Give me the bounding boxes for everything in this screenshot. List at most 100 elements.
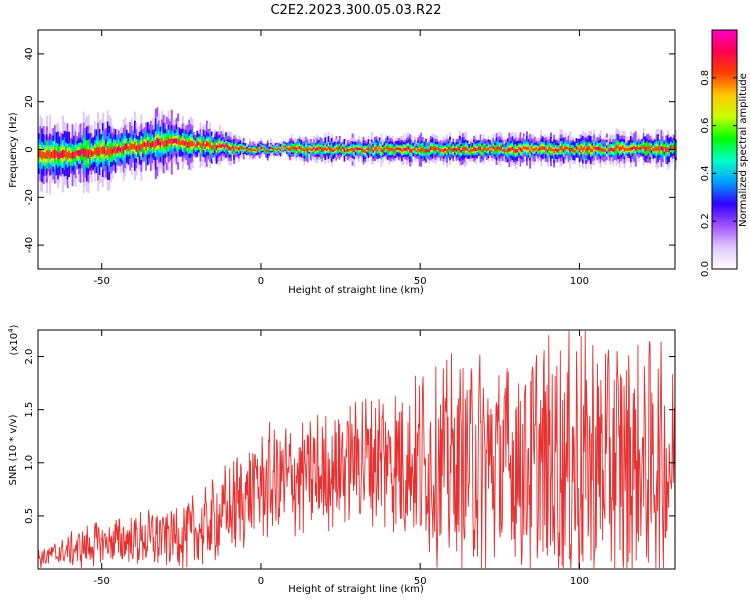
spectrogram-cell bbox=[183, 141, 186, 146]
spectrogram-cell bbox=[145, 142, 148, 151]
spectrogram-cell bbox=[550, 147, 552, 152]
spectrogram-cell bbox=[226, 144, 229, 149]
spectrogram-cell bbox=[446, 149, 448, 153]
spectrogram-cell bbox=[44, 152, 47, 159]
spectrogram-cell bbox=[519, 147, 522, 152]
spectrogram-cell bbox=[57, 151, 60, 160]
spectrogram-cell bbox=[646, 146, 648, 151]
spectrogram-cell bbox=[458, 146, 461, 151]
spectrogram-cell bbox=[230, 147, 232, 151]
spectrogram-cell bbox=[63, 150, 66, 158]
spectrogram-cell bbox=[287, 147, 290, 151]
snr-x-tick-label: 100 bbox=[570, 576, 589, 587]
spectrogram-cell bbox=[484, 146, 487, 150]
spectrogram-cell bbox=[658, 148, 661, 152]
spectrogram-cell bbox=[177, 138, 180, 145]
spectrogram-cell bbox=[489, 146, 492, 149]
spectrogram-cell bbox=[577, 146, 580, 150]
spectrogram-cell bbox=[201, 144, 204, 149]
spectrogram-cell bbox=[146, 140, 149, 148]
spectrogram-cell bbox=[450, 149, 453, 152]
spectrogram-cell bbox=[441, 149, 444, 152]
spectrogram-cell bbox=[662, 147, 664, 152]
spectrogram-cell bbox=[322, 148, 325, 151]
spectrogram-ticks: -50 0 50 100 -40 -20 0 20 40 bbox=[24, 30, 675, 287]
spectrogram-cell bbox=[377, 148, 380, 152]
spectrogram-cell bbox=[623, 147, 626, 152]
spectrogram-cell bbox=[582, 147, 584, 152]
spectrogram-cell bbox=[273, 149, 276, 152]
spectrogram-cell bbox=[244, 147, 247, 150]
spectrogram-cell bbox=[452, 148, 455, 152]
spectrogram-cell bbox=[538, 147, 541, 151]
spectrogram-cell bbox=[404, 147, 407, 151]
spectrogram-cell bbox=[650, 145, 653, 149]
spectrogram-cell bbox=[182, 139, 184, 146]
spectrogram-cell bbox=[215, 145, 218, 151]
spectrogram-cell bbox=[250, 149, 253, 152]
spectrogram-cell bbox=[630, 147, 632, 152]
spectrogram-cell bbox=[228, 146, 231, 151]
spectrogram-cell bbox=[254, 149, 256, 152]
spectrogram-cell bbox=[578, 148, 581, 153]
spectrogram-cell bbox=[207, 141, 210, 147]
spectrogram-cell bbox=[566, 146, 568, 150]
colorbar-label: Normalized spectral amplitude bbox=[738, 73, 749, 227]
spectrogram-cell bbox=[388, 147, 391, 152]
snr-y-multiplier: (x104) bbox=[7, 324, 20, 355]
spectrogram-cell bbox=[506, 148, 509, 153]
spectrogram-cell bbox=[321, 148, 324, 152]
spectrogram-cell bbox=[537, 148, 540, 152]
spectrogram-cell bbox=[482, 147, 485, 152]
spectrogram-cell bbox=[340, 148, 343, 151]
spectrogram-cell bbox=[127, 146, 130, 152]
spectrogram-cell bbox=[358, 147, 360, 151]
spectrogram-cell bbox=[362, 149, 365, 153]
spectrogram-cell bbox=[609, 147, 612, 152]
spectrogram-cell bbox=[673, 144, 676, 149]
spectrogram-cell bbox=[297, 146, 300, 150]
spectrogram-cell bbox=[529, 149, 532, 154]
spectrogram-cell bbox=[241, 146, 244, 149]
spectrogram-cell bbox=[90, 150, 93, 157]
spectrogram-cell bbox=[449, 146, 452, 151]
spectrogram-cell bbox=[500, 146, 503, 150]
spectrogram-cell bbox=[271, 147, 274, 150]
spectrogram-cell bbox=[178, 139, 181, 145]
spectrogram-cell bbox=[406, 147, 408, 151]
spectrogram-cell bbox=[473, 146, 476, 151]
spectrogram-cell bbox=[122, 146, 125, 154]
spectrogram-cell bbox=[481, 149, 484, 153]
spectrogram-cell bbox=[479, 146, 482, 151]
spectrogram-cell bbox=[594, 147, 597, 150]
colorbar-tick-label: 0.0 bbox=[700, 261, 711, 277]
spectrogram-cell bbox=[311, 148, 314, 151]
snr-y-tick-label: 0.5 bbox=[24, 508, 35, 524]
spectrogram-cell bbox=[433, 147, 436, 151]
spectrogram-cell bbox=[89, 149, 92, 155]
spectrogram-cell bbox=[532, 148, 535, 152]
spectrogram-cell bbox=[639, 147, 642, 150]
spectrogram-cell bbox=[548, 146, 551, 150]
spectrogram-cell bbox=[95, 147, 98, 155]
spectrogram-cell bbox=[671, 146, 674, 151]
spectrogram-cell bbox=[97, 147, 100, 157]
colorbar-tick-label: 0.4 bbox=[700, 165, 711, 181]
spectrogram-cell bbox=[238, 147, 240, 151]
spectrogram-cell bbox=[242, 147, 245, 150]
spectrogram-cell bbox=[570, 147, 573, 151]
spectrogram-cell bbox=[535, 146, 538, 150]
spectrogram-cell bbox=[276, 148, 279, 151]
spectrogram-cell bbox=[599, 147, 602, 152]
spectrogram-cell bbox=[212, 146, 215, 150]
spectrogram-cell bbox=[169, 138, 172, 144]
spectrogram-cell bbox=[300, 147, 303, 151]
spectrogram-cell bbox=[390, 147, 392, 152]
spectrogram-cell bbox=[193, 142, 196, 146]
spectrogram-cell bbox=[524, 146, 527, 150]
spectrogram-cell bbox=[505, 149, 508, 153]
spectrogram-cell bbox=[350, 147, 352, 151]
spectrogram-cell bbox=[553, 149, 556, 153]
spectrogram-cell bbox=[385, 146, 388, 150]
spectrogram-cell bbox=[255, 150, 258, 152]
